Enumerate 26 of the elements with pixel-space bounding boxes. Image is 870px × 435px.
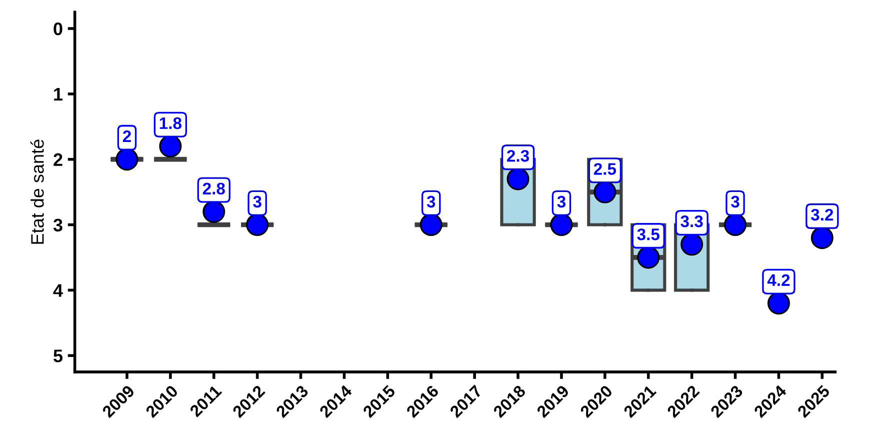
y-tick-label: 3	[53, 218, 62, 232]
point	[246, 214, 269, 236]
y-tick-label: 0	[54, 22, 62, 36]
data-label: 4.2	[767, 274, 790, 286]
data-label: 2.8	[202, 182, 225, 194]
data-label: 2.5	[594, 163, 616, 175]
y-tick-label: 4	[53, 284, 63, 297]
data-label: 3	[253, 196, 262, 208]
data-label: 3.5	[637, 228, 660, 240]
data-label: 3.2	[810, 208, 834, 221]
y-tick-label: 2	[54, 153, 62, 166]
point	[420, 214, 442, 236]
y-tick-label: 5	[54, 350, 63, 362]
data-label: 1.8	[160, 117, 182, 130]
point	[159, 135, 182, 158]
data-label: 3	[557, 196, 566, 208]
y-tick-label: 1	[54, 88, 63, 100]
point	[550, 214, 573, 236]
data-label: 3	[426, 196, 436, 208]
point	[116, 148, 138, 171]
point	[724, 214, 747, 236]
data-label: 3	[731, 196, 740, 208]
data-label: 2.3	[507, 150, 529, 162]
data-label: 2	[122, 130, 131, 142]
data-label: 3.3	[680, 215, 703, 228]
y-axis-title: Etat de santé	[30, 140, 44, 244]
